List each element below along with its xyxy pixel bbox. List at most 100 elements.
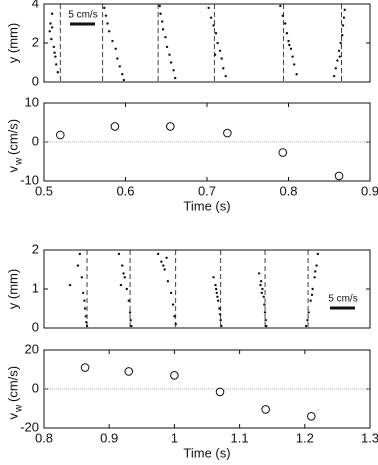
data-point — [265, 324, 268, 328]
data-point — [56, 71, 60, 74]
data-point — [261, 405, 270, 414]
data-point — [123, 276, 127, 279]
data-point — [127, 299, 130, 302]
data-point — [214, 32, 218, 35]
data-point — [104, 14, 108, 17]
data-point — [314, 270, 317, 273]
data-point — [118, 65, 121, 68]
x-tick-label: 0.7 — [198, 183, 216, 198]
data-point — [278, 148, 288, 157]
data-point — [279, 4, 282, 8]
y-axis-label: vw (cm/s) — [5, 119, 24, 173]
y-axis-label-main: v — [5, 413, 20, 420]
data-point — [304, 324, 308, 328]
data-point — [216, 41, 219, 45]
data-point — [216, 299, 220, 302]
data-point — [338, 55, 342, 58]
y-tick-label: 1 — [32, 280, 39, 295]
data-point — [52, 45, 55, 49]
data-point — [215, 291, 218, 295]
data-point — [341, 34, 344, 37]
data-point — [311, 287, 314, 291]
data-point — [76, 264, 80, 267]
data-point — [223, 128, 232, 138]
data-point — [336, 59, 339, 62]
data-point — [81, 291, 85, 295]
data-point — [172, 69, 175, 72]
data-point — [158, 4, 161, 8]
data-point — [121, 264, 124, 267]
y-axis-label-sub: w — [14, 404, 25, 413]
data-point — [337, 49, 341, 52]
data-point — [163, 268, 166, 271]
scale-bar-label: 5 cm/s — [68, 10, 97, 21]
y-axis-label-unit: (cm/s) — [5, 366, 20, 402]
scale-bar-label: 5 cm/s — [328, 294, 357, 305]
data-point — [117, 252, 121, 256]
data-point — [216, 295, 219, 298]
y-tick-label: -10 — [20, 172, 39, 187]
y-tick-label: 20 — [25, 341, 39, 356]
data-point — [264, 319, 267, 322]
data-point — [259, 280, 263, 283]
data-point — [165, 45, 169, 49]
data-point — [174, 322, 177, 326]
y-tick-label: 2 — [32, 34, 39, 49]
data-point — [307, 412, 316, 421]
x-tick-label: 0.5 — [35, 183, 53, 198]
data-point — [334, 67, 337, 70]
x-axis-label: Time (s) — [183, 198, 230, 213]
y-tick-label: 0 — [32, 133, 39, 148]
data-point — [218, 307, 221, 310]
data-point — [339, 41, 342, 45]
y-tick-label: 10 — [25, 94, 39, 109]
data-point — [342, 16, 346, 19]
data-point — [80, 363, 90, 372]
y-tick-label: 0 — [32, 380, 39, 395]
data-point — [284, 22, 287, 25]
data-point — [125, 287, 129, 291]
data-point — [68, 283, 72, 287]
data-point — [111, 39, 114, 43]
data-point — [160, 20, 164, 23]
data-point — [129, 319, 132, 322]
data-point — [220, 324, 223, 328]
data-point — [80, 276, 84, 279]
data-point — [174, 76, 177, 80]
data-point — [260, 291, 263, 295]
data-point — [212, 276, 215, 279]
data-point — [122, 272, 125, 275]
data-point — [213, 53, 217, 56]
data-point — [165, 256, 168, 259]
data-point — [332, 74, 336, 78]
data-point — [288, 43, 291, 47]
data-point — [224, 74, 227, 78]
data-point — [218, 49, 222, 52]
data-point — [307, 311, 310, 314]
data-point — [169, 291, 173, 295]
data-point — [219, 319, 222, 322]
data-point — [54, 55, 57, 58]
y-axis-label: y (mm) — [5, 23, 20, 63]
x-tick-label: 0.8 — [279, 183, 297, 198]
data-point — [281, 14, 284, 17]
data-point — [295, 73, 298, 76]
y-tick-label: 2 — [32, 241, 39, 256]
data-point — [169, 61, 173, 64]
y-axis-label-sub: w — [14, 157, 25, 166]
data-point — [130, 324, 133, 328]
data-point — [78, 252, 82, 256]
data-point — [50, 26, 54, 29]
data-point — [257, 272, 261, 275]
data-point — [128, 311, 132, 314]
y-axis-label-unit: (cm/s) — [5, 119, 20, 155]
data-point — [341, 24, 345, 27]
y-tick-label: 0 — [32, 319, 39, 334]
data-point — [259, 283, 262, 287]
axes-frame — [43, 249, 371, 329]
data-point — [313, 276, 316, 279]
data-point — [220, 57, 223, 60]
data-point — [122, 78, 126, 82]
data-point — [49, 22, 52, 25]
